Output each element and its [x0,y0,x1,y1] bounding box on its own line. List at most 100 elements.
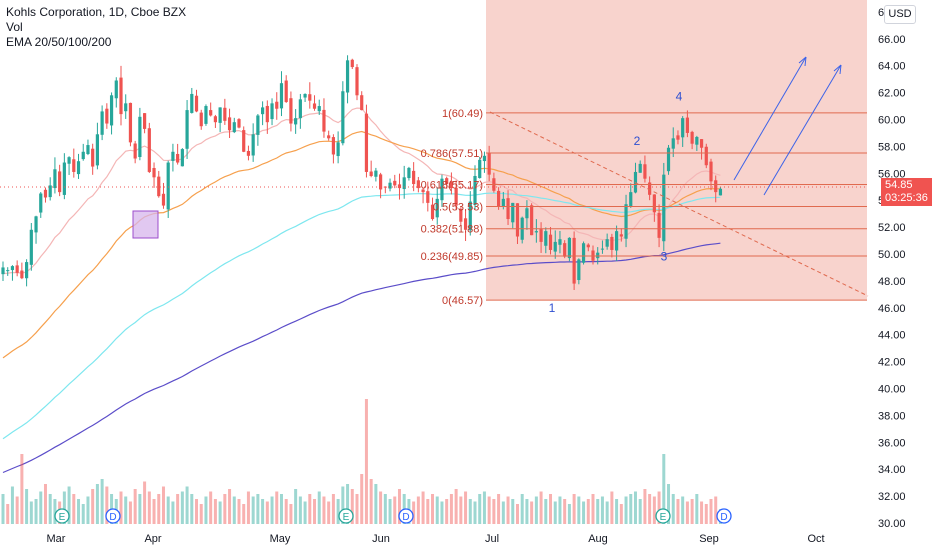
candle-body[interactable] [303,93,307,98]
price-axis[interactable]: 30.00 32.00 34.00 36.00 38.00 40.00 42.00 44.00… [878,7,906,530]
candle-body[interactable] [218,107,222,123]
candle-body[interactable] [676,135,680,140]
candle-body[interactable] [714,180,718,193]
candle-body[interactable] [105,108,109,124]
candle-body[interactable] [643,164,647,179]
earnings-marker[interactable]: E [655,508,671,524]
candle-body[interactable] [581,243,586,263]
candle-body[interactable] [548,234,553,250]
candle-body[interactable] [638,163,642,173]
candle-body[interactable] [657,212,661,238]
candle-body[interactable] [681,118,685,138]
candle-body[interactable] [397,184,402,189]
candle-body[interactable] [652,194,656,213]
candle-body[interactable] [53,169,57,189]
candle-body[interactable] [430,204,435,220]
candle-body[interactable] [284,80,288,103]
candle-body[interactable] [39,193,43,213]
candle-body[interactable] [695,136,699,145]
trend-line[interactable] [489,111,869,297]
candle-body[interactable] [506,198,510,220]
candle-body[interactable] [100,111,104,135]
volume-indicator-label[interactable]: Vol [6,20,23,34]
ema-indicator-label[interactable]: EMA 20/50/100/200 [6,35,112,49]
candle-body[interactable] [624,204,628,239]
candle-body[interactable] [204,106,208,124]
candle-body[interactable] [690,131,694,144]
candle-body[interactable] [185,110,189,149]
candle-body[interactable] [331,137,335,155]
candle-body[interactable] [81,151,85,160]
candle-body[interactable] [685,117,689,133]
earnings-marker[interactable]: E [54,508,70,524]
candle-body[interactable] [265,105,269,123]
candle-body[interactable] [308,94,312,101]
candle-body[interactable] [449,181,453,189]
candle-body[interactable] [194,95,199,112]
candle-body[interactable] [454,187,458,206]
candle-body[interactable] [176,153,180,163]
candle-body[interactable] [412,170,416,185]
candle-body[interactable] [237,119,241,128]
candle-body[interactable] [25,262,29,279]
candle-body[interactable] [209,110,213,116]
candle-body[interactable] [48,185,52,198]
candle-body[interactable] [605,239,609,247]
candle-body[interactable] [530,205,534,236]
projection-arrow[interactable] [733,56,807,181]
candle-body[interactable] [511,202,515,223]
candle-body[interactable] [619,234,623,237]
candle-body[interactable] [289,98,293,124]
candle-body[interactable] [72,159,76,172]
candle-body[interactable] [312,103,317,109]
candle-body[interactable] [223,107,227,121]
candle-body[interactable] [709,161,713,182]
candle-body[interactable] [388,182,392,189]
candle-body[interactable] [29,229,33,265]
candle-body[interactable] [662,174,666,242]
dividend-marker[interactable]: D [105,508,121,524]
candle-body[interactable] [294,118,298,125]
candle-body[interactable] [180,149,184,167]
candle-body[interactable] [147,128,151,172]
candle-body[interactable] [534,231,538,233]
candle-body[interactable] [525,208,529,219]
candle-body[interactable] [478,159,482,179]
candle-body[interactable] [501,198,505,207]
candle-body[interactable] [600,248,605,250]
candle-body[interactable] [615,231,619,251]
candle-body[interactable] [298,99,302,119]
candle-body[interactable] [572,237,576,284]
candle-body[interactable] [629,192,633,207]
candle-body[interactable] [633,171,638,193]
candle-body[interactable] [482,155,487,162]
candle-body[interactable] [421,189,425,193]
candle-body[interactable] [704,146,708,166]
candle-body[interactable] [463,218,468,230]
candle-body[interactable] [350,59,354,68]
candle-body[interactable] [515,203,520,237]
candle-body[interactable] [468,201,472,231]
candle-body[interactable] [138,116,142,158]
candle-body[interactable] [242,130,246,152]
candle-body[interactable] [671,138,675,149]
candle-body[interactable] [261,107,265,115]
candle-body[interactable] [119,77,123,115]
candle-body[interactable] [143,113,147,129]
candle-body[interactable] [114,80,118,99]
candle-body[interactable] [91,148,95,167]
candle-body[interactable] [171,151,175,161]
candle-body[interactable] [128,102,133,143]
candle-body[interactable] [161,193,166,206]
candle-body[interactable] [355,67,359,96]
candle-body[interactable] [6,270,10,272]
candle-body[interactable] [558,239,562,245]
candle-body[interactable] [62,162,66,195]
candle-body[interactable] [275,101,279,109]
candle-body[interactable] [10,266,15,271]
projection-arrows[interactable] [733,56,842,196]
candle-body[interactable] [76,161,81,175]
candle-body[interactable] [251,134,255,156]
candle-body[interactable] [270,103,274,120]
candle-body[interactable] [497,190,501,207]
